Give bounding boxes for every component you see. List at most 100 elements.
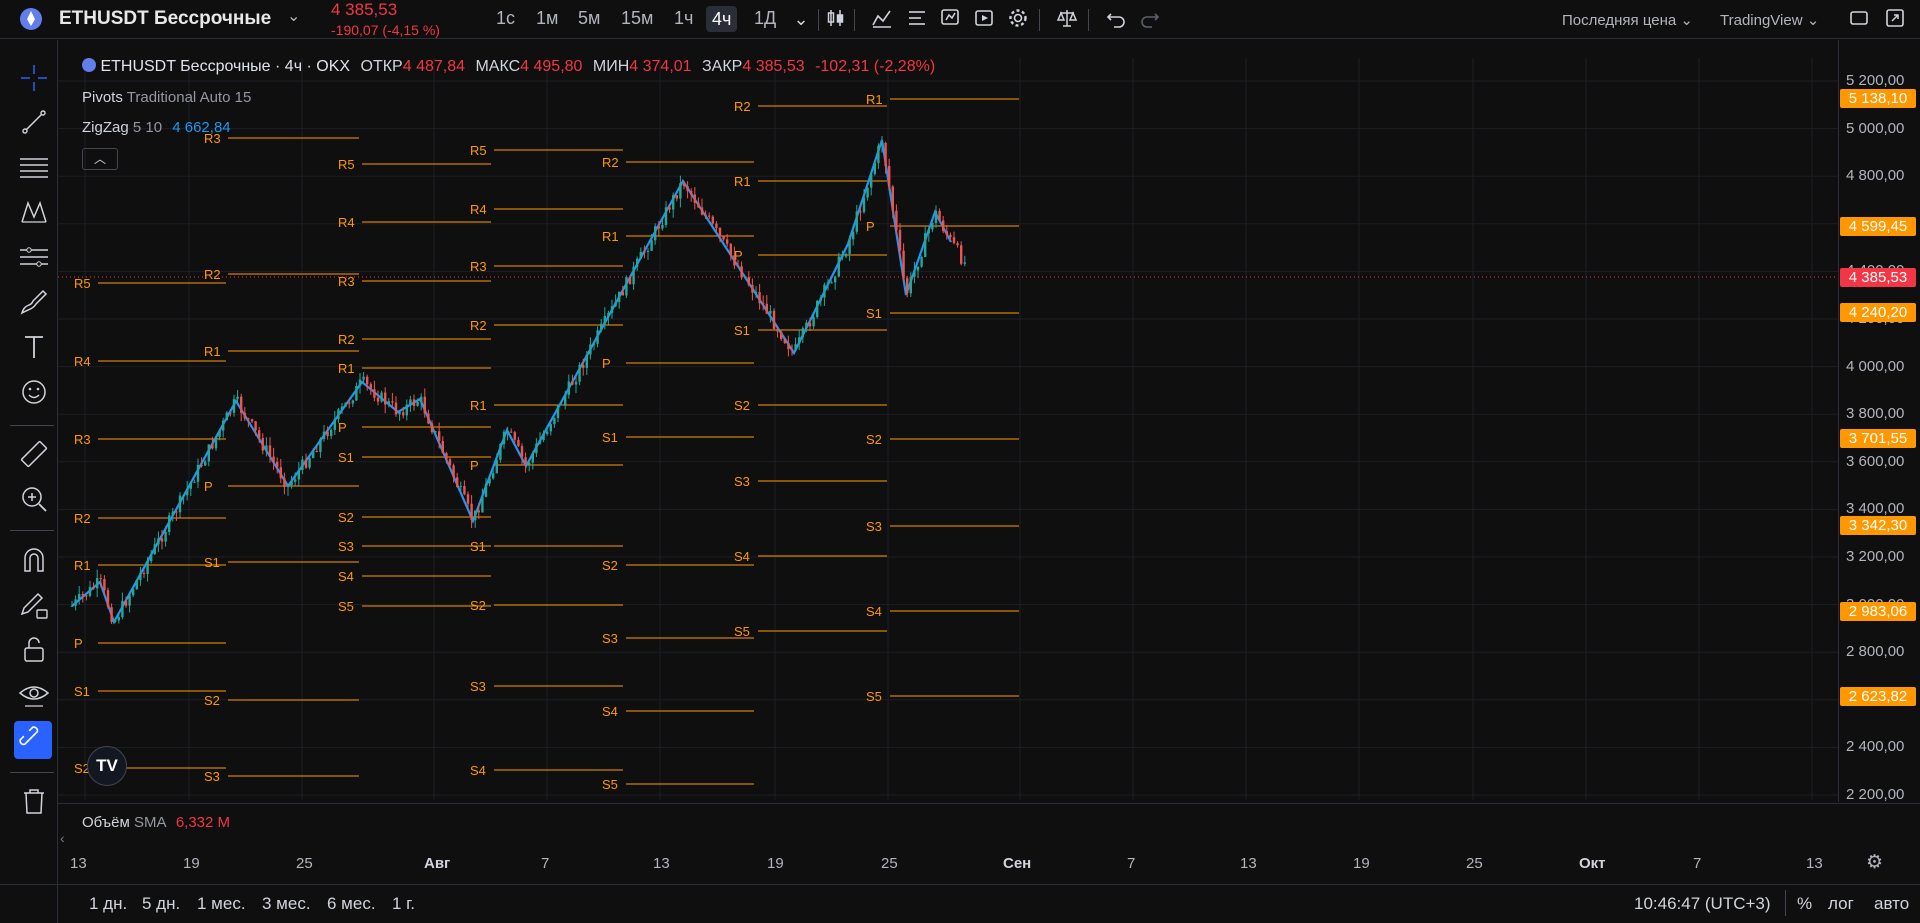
price-badge: 5 138,10: [1840, 89, 1916, 108]
bottom-toolbar: [0, 884, 1920, 923]
tf-4h[interactable]: 4ч: [706, 6, 738, 32]
pivot-label: R4: [74, 354, 91, 369]
pivot-label: R4: [338, 215, 355, 230]
symbol-name[interactable]: ETHUSDT Бессрочные: [59, 8, 272, 29]
tf-15m[interactable]: 15м: [621, 8, 654, 28]
tf-1d[interactable]: 1Д: [754, 8, 777, 28]
candle-body: [207, 444, 210, 462]
chevron-down-icon[interactable]: ⌄: [287, 8, 301, 25]
fullscreen-icon[interactable]: [1882, 7, 1908, 31]
candle-body: [506, 431, 509, 433]
candle-body: [254, 421, 257, 431]
indicators-icon[interactable]: [869, 7, 895, 31]
zigzag-legend[interactable]: ZigZag 5 10 4 662,84: [82, 119, 231, 136]
log-toggle[interactable]: лог: [1828, 894, 1854, 913]
candle-body: [114, 620, 117, 622]
tf-1m[interactable]: 1м: [536, 8, 559, 28]
axis-settings-icon[interactable]: ⚙: [1866, 852, 1884, 873]
candle-body: [657, 226, 660, 229]
chevron-down-icon[interactable]: ⌄: [793, 9, 809, 29]
range-3m[interactable]: 3 мес.: [262, 894, 311, 913]
source-select[interactable]: TradingView ⌄: [1720, 12, 1820, 29]
gear-icon[interactable]: [1005, 7, 1031, 31]
time-tick: Окт: [1579, 855, 1606, 872]
trendline-icon[interactable]: [17, 105, 51, 139]
tf-1h[interactable]: 1ч: [674, 8, 694, 28]
pane-divider[interactable]: [58, 803, 1920, 804]
range-1m[interactable]: 1 мес.: [197, 894, 246, 913]
price-type-select[interactable]: Последняя цена ⌄: [1562, 12, 1693, 29]
clock[interactable]: 10:46:47 (UTC+3): [1634, 894, 1771, 913]
text-icon[interactable]: [17, 330, 51, 364]
alert-icon[interactable]: [937, 7, 963, 31]
lock-icon[interactable]: [17, 633, 51, 667]
candle-body: [376, 397, 380, 402]
fib-icon[interactable]: [17, 150, 51, 184]
tf-5m[interactable]: 5м: [578, 8, 601, 28]
candle-body: [736, 265, 740, 267]
time-tick: 25: [881, 855, 898, 872]
undo-icon[interactable]: [1103, 7, 1129, 31]
pattern-icon[interactable]: [17, 195, 51, 229]
redo-icon[interactable]: [1137, 7, 1163, 31]
pivot-label: R2: [204, 267, 221, 282]
candle-body: [110, 607, 113, 622]
pivot-label: S5: [866, 689, 882, 704]
forecast-icon[interactable]: [17, 240, 51, 274]
replay-icon[interactable]: [971, 7, 997, 31]
brush-icon[interactable]: [17, 285, 51, 319]
candle-body: [693, 194, 696, 203]
volume-legend[interactable]: Объём SMA 6,332 M: [82, 814, 230, 831]
percent-toggle[interactable]: %: [1797, 894, 1813, 913]
candle-body: [790, 349, 794, 351]
auto-toggle[interactable]: авто: [1874, 894, 1910, 913]
candle-body: [279, 467, 282, 479]
candle-body: [690, 190, 693, 195]
pivot-label: S5: [602, 777, 618, 792]
pivot-label: S3: [602, 631, 618, 646]
range-6m[interactable]: 6 мес.: [327, 894, 376, 913]
tf-1s[interactable]: 1с: [496, 8, 516, 28]
tradingview-logo-icon[interactable]: TV: [87, 746, 127, 786]
price-tick: 3 200,00: [1846, 548, 1905, 565]
candle-body: [729, 243, 732, 256]
crosshair-icon[interactable]: [17, 61, 51, 95]
pivots-legend[interactable]: Pivots Traditional Auto 15: [82, 89, 251, 106]
scales-icon[interactable]: [1054, 7, 1080, 31]
zoom-icon[interactable]: [17, 482, 51, 516]
candle-body: [333, 419, 336, 430]
templates-icon[interactable]: [904, 7, 930, 31]
candle-body: [402, 412, 405, 416]
candle-body: [81, 593, 84, 596]
candle-body: [308, 458, 311, 468]
trash-icon[interactable]: [17, 784, 51, 818]
eye-icon[interactable]: [17, 678, 51, 712]
window-icon[interactable]: [1846, 7, 1872, 31]
candle-body: [362, 376, 365, 380]
collapse-legend-button[interactable]: ︿: [82, 148, 118, 170]
magnet-icon[interactable]: [17, 543, 51, 577]
candles-icon[interactable]: [823, 7, 849, 31]
time-tick: 13: [1240, 855, 1257, 872]
range-5d[interactable]: 5 дн.: [142, 894, 181, 913]
link-icon[interactable]: [14, 721, 52, 759]
legend-title[interactable]: ETHUSDT Бессрочные · 4ч · OKX: [100, 58, 351, 75]
candle-body: [517, 439, 520, 447]
price-axis[interactable]: [1838, 40, 1920, 802]
range-1d[interactable]: 1 дн.: [89, 894, 128, 913]
pencil-lock-icon[interactable]: [17, 588, 51, 622]
candle-body: [294, 479, 297, 482]
candle-body: [373, 389, 376, 398]
ruler-icon[interactable]: [17, 437, 51, 471]
candle-body: [391, 401, 394, 403]
collapse-toolbar-icon[interactable]: ‹: [60, 830, 65, 846]
emoji-icon[interactable]: [17, 375, 51, 409]
candle-body: [675, 195, 678, 199]
candle-body: [891, 186, 894, 211]
candle-body: [405, 404, 408, 416]
candle-body: [322, 431, 326, 439]
candle-body: [934, 210, 938, 224]
range-1y[interactable]: 1 г.: [392, 894, 416, 913]
candle-body: [538, 440, 542, 444]
